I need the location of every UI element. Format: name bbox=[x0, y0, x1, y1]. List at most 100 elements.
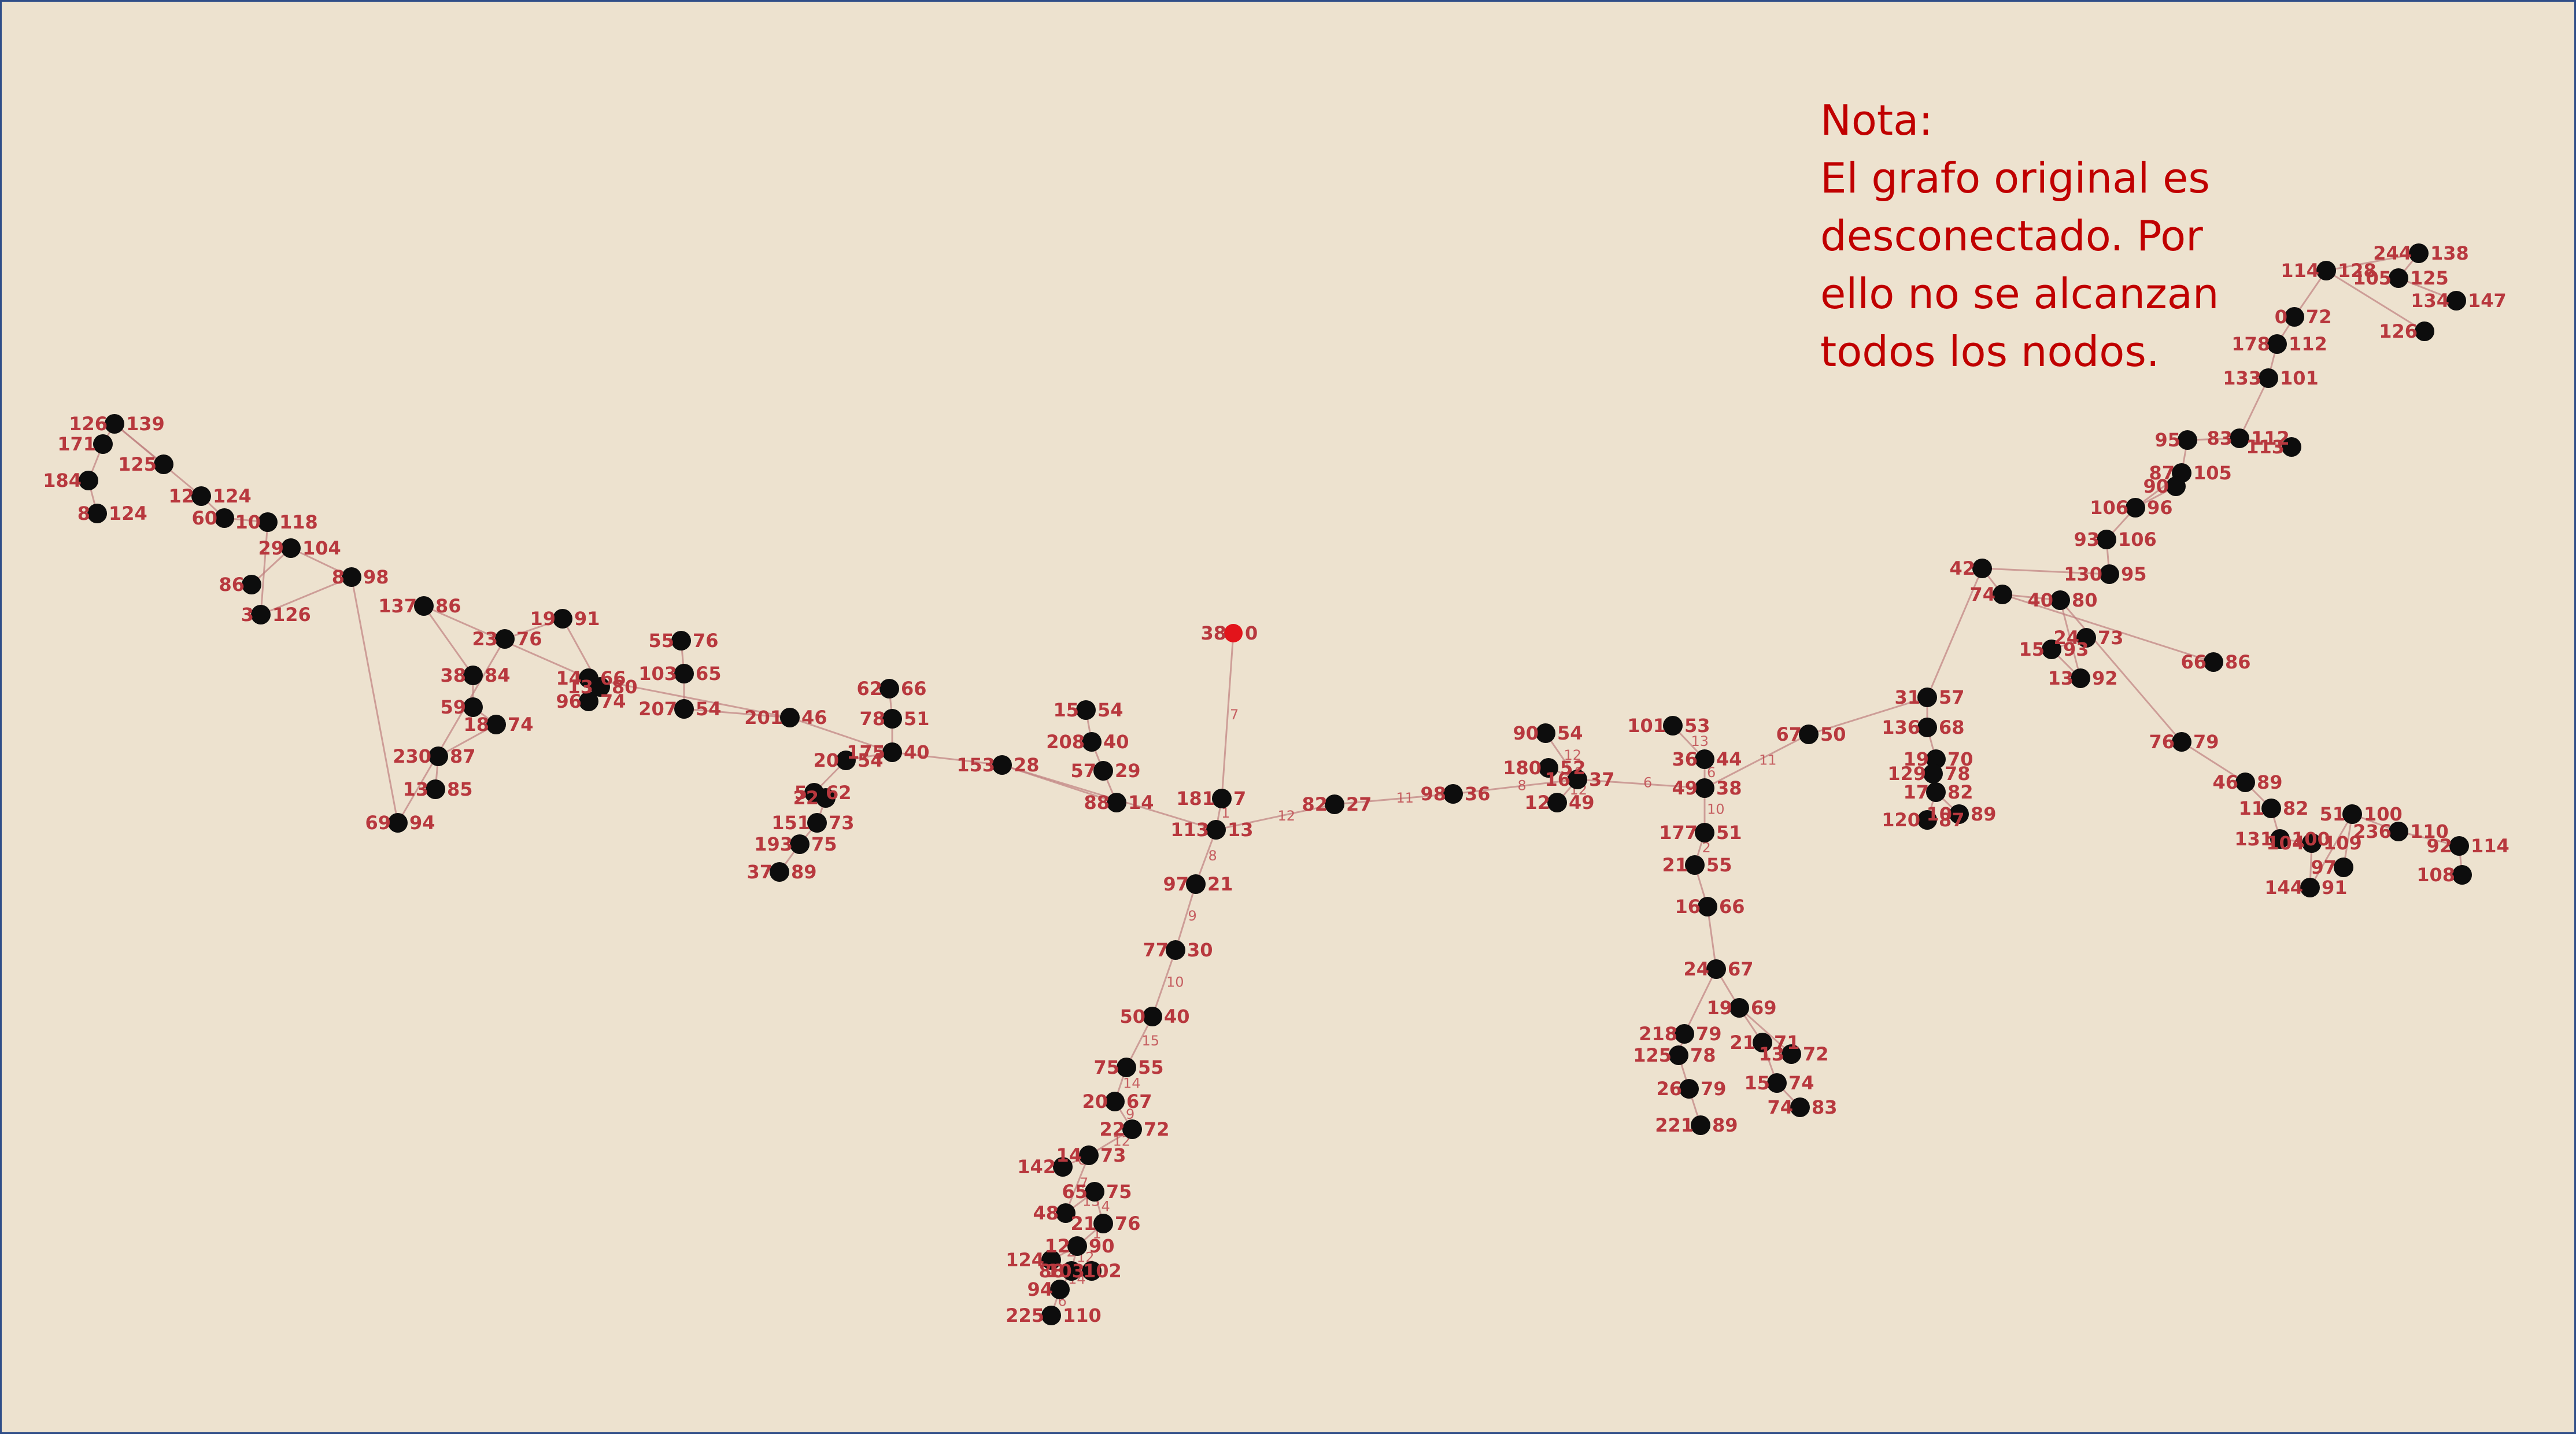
graph-edge bbox=[423, 605, 474, 676]
node-id-label: 92 bbox=[2426, 835, 2452, 857]
node-id-label: 175 bbox=[847, 741, 885, 763]
graph-node bbox=[2259, 368, 2278, 388]
node-id-label: 21 bbox=[1662, 854, 1688, 876]
node-value-label: 51 bbox=[1716, 822, 1742, 844]
graph-node bbox=[1041, 1306, 1061, 1325]
node-value-label: 75 bbox=[1106, 1181, 1132, 1203]
graph-edge bbox=[2309, 814, 2353, 888]
node-value-label: 105 bbox=[2193, 462, 2232, 484]
node-value-label: 7 bbox=[1233, 788, 1246, 810]
node-id-label: 131 bbox=[2234, 828, 2273, 850]
node-id-label: 13 bbox=[402, 778, 428, 800]
node-id-label: 46 bbox=[2212, 771, 2238, 793]
node-value-label: 71 bbox=[1774, 1032, 1800, 1054]
node-value-label: 27 bbox=[1346, 793, 1372, 815]
node-id-label: 62 bbox=[856, 678, 882, 700]
graph-node bbox=[1698, 897, 1717, 916]
graph-node bbox=[463, 666, 483, 685]
graph-edge bbox=[789, 716, 893, 753]
graph-edge bbox=[504, 618, 563, 640]
node-value-label: 66 bbox=[901, 678, 927, 700]
node-id-label: 218 bbox=[1639, 1023, 1677, 1045]
graph-edge bbox=[1739, 1007, 1792, 1055]
graph-node bbox=[2204, 652, 2223, 672]
node-value-label: 54 bbox=[858, 749, 884, 771]
node-id-label: 207 bbox=[638, 698, 677, 720]
node-id-label: 12 bbox=[1524, 792, 1550, 814]
graph-node bbox=[1695, 749, 1714, 769]
edge-weight-label: 7 bbox=[1230, 707, 1239, 723]
node-id-label: 134 bbox=[2411, 290, 2449, 312]
graph-node bbox=[1082, 1261, 1102, 1281]
note-line-1: El grafo original es bbox=[1820, 154, 2210, 202]
node-value-label: 51 bbox=[904, 708, 930, 730]
node-id-label: 142 bbox=[1017, 1156, 1056, 1178]
node-value-label: 90 bbox=[1089, 1235, 1115, 1257]
graph-node bbox=[1923, 764, 1943, 783]
note-line-4: todos los nodos. bbox=[1820, 327, 2160, 376]
edge-weight-label: 6 bbox=[1643, 775, 1652, 791]
graph-node bbox=[1972, 559, 1992, 578]
node-id-label: 17 bbox=[1903, 781, 1929, 803]
node-id-label: 87 bbox=[2149, 462, 2175, 484]
node-value-label: 94 bbox=[409, 812, 435, 834]
node-value-label: 92 bbox=[2092, 667, 2118, 689]
graph-node bbox=[251, 605, 271, 624]
graph-node bbox=[1041, 1250, 1061, 1270]
graph-node bbox=[281, 538, 301, 558]
graph-node bbox=[807, 813, 827, 833]
node-id-label: 15 bbox=[1053, 699, 1079, 721]
node-id-label: 74 bbox=[1767, 1096, 1793, 1118]
graph-node bbox=[414, 596, 434, 616]
node-id-label: 36 bbox=[1672, 748, 1698, 770]
graph-node bbox=[1212, 789, 1232, 808]
node-value-label: 52 bbox=[1560, 757, 1586, 779]
node-value-label: 66 bbox=[600, 667, 626, 689]
node-id-label: 3 bbox=[241, 604, 254, 626]
node-id-label: 225 bbox=[1006, 1304, 1044, 1326]
graph-edge bbox=[2326, 269, 2425, 332]
root-node bbox=[1224, 624, 1243, 642]
node-value-label: 74 bbox=[1788, 1072, 1814, 1094]
node-id-label: 88 bbox=[1084, 792, 1110, 814]
node-id-label: 48 bbox=[1033, 1202, 1059, 1224]
graph-node bbox=[553, 609, 572, 629]
graph-node bbox=[1669, 1045, 1688, 1065]
graph-node bbox=[2389, 268, 2408, 288]
node-id-label: 0 bbox=[2275, 306, 2287, 328]
edge-weight-label: 8 bbox=[1208, 848, 1217, 864]
graph-node bbox=[1085, 1182, 1104, 1202]
graph-node bbox=[1079, 1145, 1099, 1165]
graph-edge bbox=[438, 723, 497, 757]
graph-node bbox=[2178, 430, 2197, 450]
edge-weight-label: 9 bbox=[1126, 1106, 1134, 1122]
edge-weight-label: 8 bbox=[1518, 778, 1527, 794]
node-id-label: 51 bbox=[2319, 803, 2345, 825]
graph-edge bbox=[892, 751, 1003, 766]
node-id-label: 90 bbox=[1513, 722, 1539, 744]
node-value-label: 124 bbox=[213, 485, 252, 507]
graph-node bbox=[674, 664, 694, 683]
graph-node bbox=[242, 575, 261, 594]
node-value-label: 21 bbox=[1207, 873, 1233, 895]
node-value-label: 106 bbox=[2118, 528, 2157, 550]
node-value-label: 69 bbox=[1751, 997, 1777, 1019]
graph-edge bbox=[1215, 803, 1335, 831]
node-id-label: 66 bbox=[2180, 651, 2207, 673]
node-id-label: 75 bbox=[1093, 1056, 1119, 1078]
graph-edge bbox=[1926, 568, 1983, 698]
graph-node bbox=[992, 755, 1012, 775]
graph-edge bbox=[1982, 567, 2110, 575]
node-value-label: 139 bbox=[126, 413, 165, 435]
node-value-label: 68 bbox=[1939, 716, 1965, 738]
node-id-label: 23 bbox=[472, 628, 498, 650]
graph-edge bbox=[1704, 733, 1809, 789]
graph-node bbox=[790, 834, 810, 854]
node-value-label: 36 bbox=[1465, 783, 1491, 805]
note-box: Nota: El grafo original es desconectado.… bbox=[1820, 91, 2341, 380]
graph-node bbox=[2126, 498, 2145, 518]
graph-node bbox=[87, 504, 107, 523]
node-id-label: 125 bbox=[1633, 1044, 1672, 1066]
graph-node bbox=[2302, 833, 2322, 853]
graph-node bbox=[1536, 723, 1555, 743]
